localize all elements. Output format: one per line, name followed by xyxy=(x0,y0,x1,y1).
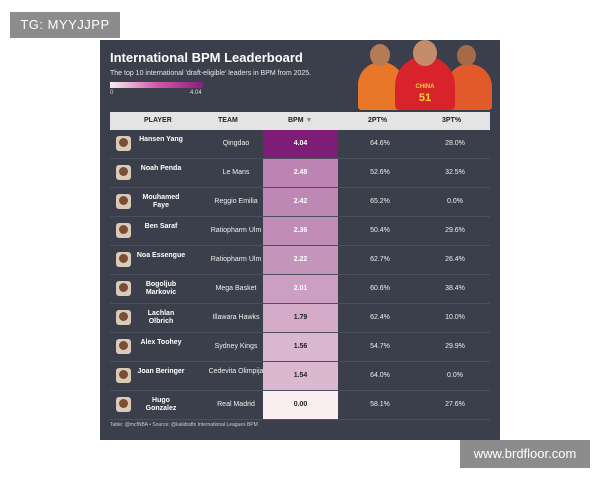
watermark-bottom-right: www.brdfloor.com xyxy=(460,440,590,468)
player-name: Hugo Gonzalez xyxy=(145,397,177,412)
legend-min-label: 0 xyxy=(110,90,114,96)
bpm-value: 1.54 xyxy=(263,362,338,390)
two-point-pct: 52.6% xyxy=(370,169,390,176)
header-3pt: 3PT% xyxy=(442,117,462,124)
table-header: PLAYER TEAM BPM ▼ 2PT% 3PT% xyxy=(110,112,490,130)
table-row: Noah Penda Le Mans 2.48 52.6% 32.5% xyxy=(110,159,490,188)
bpm-value: 4.04 xyxy=(263,130,338,158)
two-point-pct: 62.4% xyxy=(370,314,390,321)
three-point-pct: 27.6% xyxy=(445,401,465,408)
team-name: Illawara Hawks xyxy=(212,314,260,321)
player-name: Lachlan Olbrich xyxy=(147,310,175,325)
card-footer: Table: @mcfNBA • Source: @kalidrafts Int… xyxy=(110,422,258,428)
player-name: Mouhamed Faye xyxy=(142,194,180,209)
bpm-value: 1.56 xyxy=(263,333,338,361)
team-name: Cedevita Olimpija xyxy=(208,368,264,375)
jersey-text: CHINA xyxy=(415,84,435,90)
two-point-pct: 65.2% xyxy=(370,198,390,205)
team-name: Le Mans xyxy=(222,169,250,176)
card-subtitle: The top 10 international 'draft-eligible… xyxy=(110,70,312,77)
three-point-pct: 32.5% xyxy=(445,169,465,176)
player-head-center xyxy=(413,40,437,66)
team-name: Qingdao xyxy=(222,140,250,147)
player-name: Noah Penda xyxy=(140,165,182,172)
bpm-value: 2.22 xyxy=(263,246,338,274)
team-name: Sydney Kings xyxy=(214,343,258,350)
header-player: PLAYER xyxy=(144,117,172,124)
player-avatar xyxy=(116,223,131,238)
two-point-pct: 64.0% xyxy=(370,372,390,379)
two-point-pct: 50.4% xyxy=(370,227,390,234)
three-point-pct: 28.0% xyxy=(445,140,465,147)
player-avatar xyxy=(116,339,131,354)
two-point-pct: 60.6% xyxy=(370,285,390,292)
leaderboard-card: International BPM Leaderboard The top 10… xyxy=(100,40,500,440)
table-row: Hugo Gonzalez Real Madrid 0.00 58.1% 27.6% xyxy=(110,391,490,420)
bpm-value: 2.42 xyxy=(263,188,338,216)
header-bpm-label: BPM xyxy=(288,117,304,124)
three-point-pct: 10.0% xyxy=(445,314,465,321)
team-name: Ratiopharm Ulm xyxy=(210,227,262,234)
team-name: Ratiopharm Ulm xyxy=(210,256,262,263)
watermark-top-left: TG: MYYJJPP xyxy=(10,12,120,38)
header-bpm[interactable]: BPM ▼ xyxy=(288,117,312,124)
player-photos: CHINA 51 xyxy=(340,40,500,110)
table-row: Hansen Yang Qingdao 4.04 64.6% 28.0% xyxy=(110,130,490,159)
table-row: Alex Toohey Sydney Kings 1.56 54.7% 29.9% xyxy=(110,333,490,362)
bpm-value: 1.79 xyxy=(263,304,338,332)
player-avatar xyxy=(116,310,131,325)
player-name: Alex Toohey xyxy=(140,339,182,346)
bpm-value: 2.01 xyxy=(263,275,338,303)
three-point-pct: 0.0% xyxy=(447,198,463,205)
three-point-pct: 38.4% xyxy=(445,285,465,292)
three-point-pct: 29.6% xyxy=(445,227,465,234)
player-avatar xyxy=(116,281,131,296)
player-avatar xyxy=(116,397,131,412)
card-title: International BPM Leaderboard xyxy=(110,50,303,65)
table-row: Joan Beringer Cedevita Olimpija 1.54 64.0% 0… xyxy=(110,362,490,391)
player-name: Noa Essengue xyxy=(136,252,186,259)
bpm-value: 2.48 xyxy=(263,159,338,187)
player-head-left xyxy=(370,44,390,66)
legend-max-label: 4.04 xyxy=(190,90,202,96)
player-head-right xyxy=(457,45,476,66)
bpm-value: 2.36 xyxy=(263,217,338,245)
two-point-pct: 64.6% xyxy=(370,140,390,147)
player-name: Bogoljub Markovic xyxy=(145,281,177,296)
player-name: Ben Saraf xyxy=(144,223,178,230)
two-point-pct: 54.7% xyxy=(370,343,390,350)
player-avatar xyxy=(116,252,131,267)
jersey-number: 51 xyxy=(418,92,432,104)
player-name: Hansen Yang xyxy=(139,136,183,143)
header-team: TEAM xyxy=(218,117,238,124)
table-row: Ben Saraf Ratiopharm Ulm 2.36 50.4% 29.6% xyxy=(110,217,490,246)
two-point-pct: 62.7% xyxy=(370,256,390,263)
player-name: Joan Beringer xyxy=(137,368,185,375)
bpm-value: 0.00 xyxy=(263,391,338,419)
table-row: Lachlan Olbrich Illawara Hawks 1.79 62.4% 10… xyxy=(110,304,490,333)
player-avatar xyxy=(116,136,131,151)
player-avatar xyxy=(116,368,131,383)
player-avatar xyxy=(116,165,131,180)
player-avatar xyxy=(116,194,131,209)
three-point-pct: 0.0% xyxy=(447,372,463,379)
header-2pt: 2PT% xyxy=(368,117,388,124)
two-point-pct: 58.1% xyxy=(370,401,390,408)
table-row: Mouhamed Faye Reggio Emilia 2.42 65.2% 0.0% xyxy=(110,188,490,217)
bpm-color-legend xyxy=(110,82,203,88)
three-point-pct: 29.9% xyxy=(445,343,465,350)
team-name: Real Madrid xyxy=(217,401,255,408)
sort-down-icon: ▼ xyxy=(305,117,313,124)
team-name: Reggio Emilia xyxy=(214,198,258,205)
team-name: Mega Basket xyxy=(215,285,257,292)
three-point-pct: 26.4% xyxy=(445,256,465,263)
table-row: Bogoljub Markovic Mega Basket 2.01 60.6% 38.… xyxy=(110,275,490,304)
table-row: Noa Essengue Ratiopharm Ulm 2.22 62.7% 26.4% xyxy=(110,246,490,275)
